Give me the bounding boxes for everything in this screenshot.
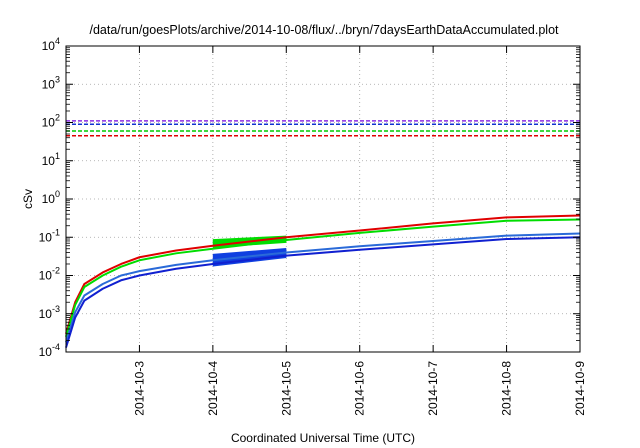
band-line xyxy=(212,248,287,257)
band-line xyxy=(212,253,287,263)
y-tick-label: 10-2 xyxy=(39,266,60,283)
x-tick-labels: 2014-10-3 2014-10-4 2014-10-5 2014-10-6 2014… xyxy=(132,361,587,416)
y-tick-exponent: -1 xyxy=(52,227,60,237)
y-tick-exponent: 4 xyxy=(55,36,60,46)
x-tick-label: 2014-10-4 xyxy=(206,361,220,416)
x-tick-label: 2014-10-7 xyxy=(426,361,440,416)
y-tick-exponent: 2 xyxy=(55,113,60,123)
y-tick-base: 10 xyxy=(39,230,53,244)
y-tick-label: 104 xyxy=(42,36,60,53)
x-tick-label: 2014-10-9 xyxy=(573,361,587,416)
y-axis-label: cSv xyxy=(21,189,35,209)
grid xyxy=(66,46,580,352)
band-line xyxy=(212,235,287,241)
series-line xyxy=(65,232,581,343)
band-line xyxy=(212,249,287,258)
series-line xyxy=(65,218,581,338)
y-tick-base: 10 xyxy=(42,77,56,91)
series-line xyxy=(65,236,581,348)
reference-lines xyxy=(66,120,580,137)
band-line xyxy=(212,250,287,260)
y-tick-base: 10 xyxy=(42,192,56,206)
y-tick-label: 10-4 xyxy=(39,342,60,359)
x-tick-label: 2014-10-3 xyxy=(132,361,146,416)
y-tick-label: 101 xyxy=(42,151,60,168)
x-tick-label: 2014-10-8 xyxy=(500,361,514,416)
chart-title: /data/run/goesPlots/archive/2014-10-08/f… xyxy=(89,23,559,37)
x-tick-label: 2014-10-5 xyxy=(279,361,293,416)
y-tick-base: 10 xyxy=(42,39,56,53)
band-line xyxy=(212,247,287,256)
y-tick-exponent: -3 xyxy=(52,304,60,314)
band-line xyxy=(212,256,287,267)
y-tick-label: 102 xyxy=(42,113,60,130)
x-axis-label: Coordinated Universal Time (UTC) xyxy=(231,431,415,445)
y-tick-label: 100 xyxy=(42,189,60,206)
y-tick-base: 10 xyxy=(39,269,53,283)
data-series xyxy=(65,214,581,348)
y-tick-exponent: 3 xyxy=(55,74,60,84)
x-tick-label: 2014-10-6 xyxy=(353,361,367,416)
y-tick-label: 10-1 xyxy=(39,227,60,244)
y-tick-exponent: 1 xyxy=(55,151,60,161)
series-line xyxy=(65,214,581,335)
y-tick-base: 10 xyxy=(42,116,56,130)
y-tick-base: 10 xyxy=(39,307,53,321)
y-tick-base: 10 xyxy=(42,154,56,168)
y-tick-label: 103 xyxy=(42,74,60,91)
axis-ticks xyxy=(66,45,581,353)
y-tick-exponent: 0 xyxy=(55,189,60,199)
y-tick-base: 10 xyxy=(39,345,53,359)
y-tick-label: 10-3 xyxy=(39,304,60,321)
y-tick-exponent: -4 xyxy=(52,342,60,352)
y-tick-exponent: -2 xyxy=(52,266,60,276)
